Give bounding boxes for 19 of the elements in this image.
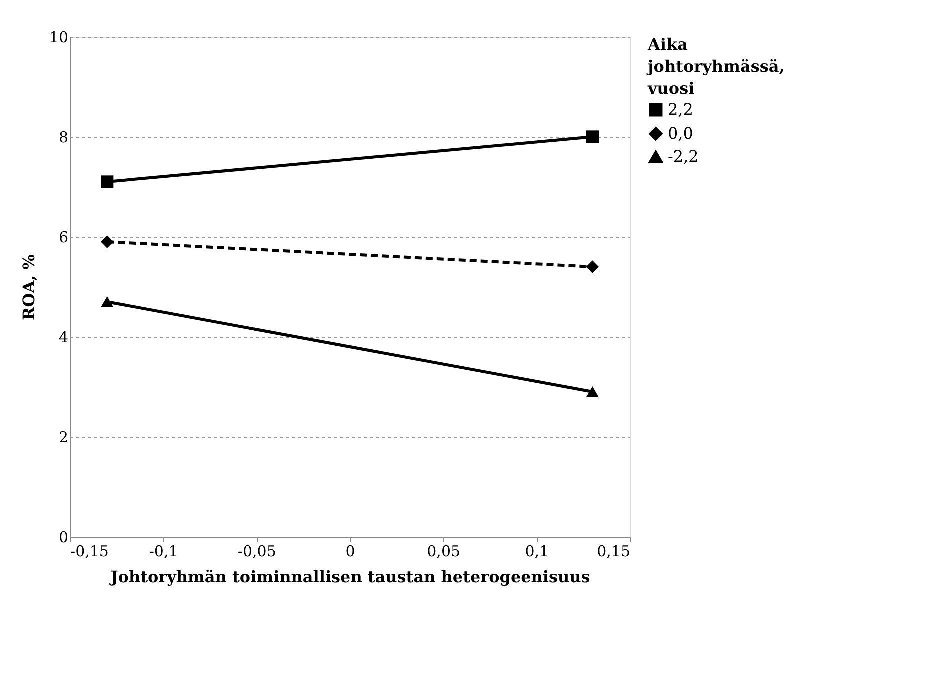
legend-label: 2,2 — [668, 100, 694, 119]
legend-label: 0,0 — [668, 124, 694, 143]
y-tick-label: 8 — [58, 128, 68, 146]
x-tick-label: -0,05 — [238, 542, 276, 560]
x-tick-label: -0,1 — [149, 542, 178, 560]
x-tick-label: 0,1 — [525, 542, 550, 560]
x-tick-label: 0 — [346, 542, 356, 560]
y-tick-label: 0 — [58, 528, 68, 546]
y-tick-label: 4 — [58, 328, 68, 346]
y-tick-label: 2 — [58, 428, 68, 446]
legend-label: -2,2 — [668, 147, 699, 166]
y-tick-label: 10 — [49, 28, 68, 46]
legend-title: Aika johtoryhmässä, vuosi — [646, 35, 785, 98]
x-tick-label: -0,15 — [70, 542, 109, 560]
x-tick-label: 0,15 — [597, 542, 630, 560]
y-tick-label: 6 — [58, 228, 68, 246]
x-axis-title: Johtoryhmän toiminnallisen taustan heterogeenisuus — [108, 568, 590, 586]
x-tick-label: 0,05 — [427, 542, 461, 560]
y-axis-title: ROA, % — [19, 254, 38, 320]
